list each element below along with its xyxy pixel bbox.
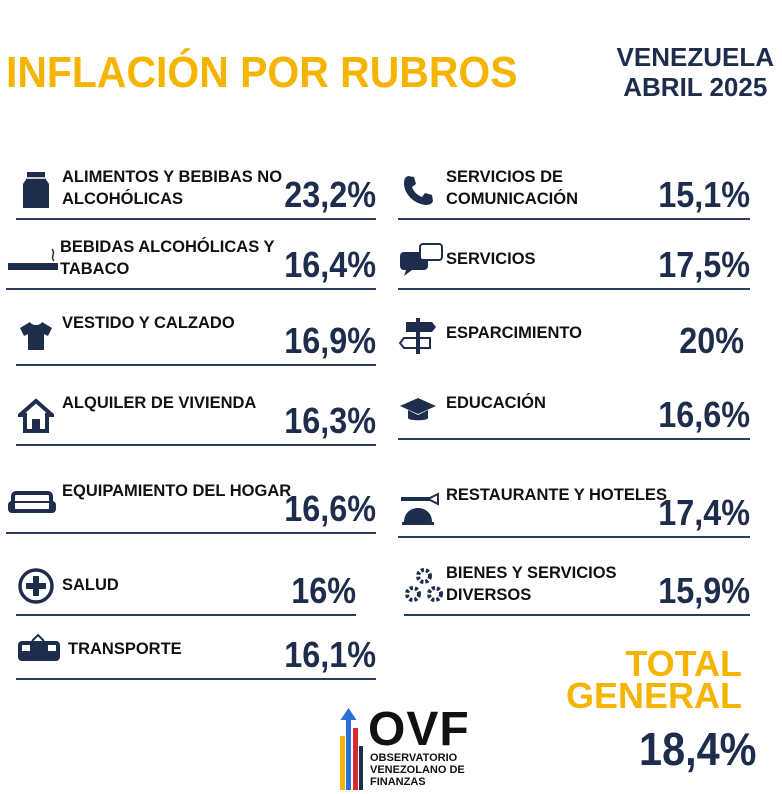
- category-label: ALQUILER DE VIVIENDA: [62, 394, 257, 412]
- phone-icon: [398, 170, 438, 210]
- category-row-housing: ALQUILER DE VIVIENDA 16,3%: [16, 382, 376, 446]
- logo-arrows-icon: [340, 708, 363, 790]
- total-label-line1: TOTAL: [625, 643, 742, 684]
- category-label: RESTAURANTE Y HOTELES: [446, 486, 667, 504]
- category-row-transport: TRANSPORTE 16,1%: [16, 616, 376, 680]
- category-label: TRANSPORTE: [68, 640, 182, 658]
- category-label: BEBIDAS ALCOHÓLICAS Y TABACO: [60, 238, 275, 278]
- logo-line2: VENEZOLANO DE: [370, 764, 465, 776]
- category-value: 15,1%: [658, 174, 750, 215]
- divider: [6, 288, 376, 290]
- category-label: SALUD: [62, 576, 119, 594]
- divider: [16, 218, 376, 220]
- category-label: SERVICIOS DE COMUNICACIÓN: [446, 168, 578, 208]
- logo-name: OVF: [368, 703, 470, 756]
- divider: [16, 444, 376, 446]
- category-row-communication: SERVICIOS DE COMUNICACIÓN 15,1%: [398, 156, 750, 220]
- category-value: 17,4%: [658, 492, 750, 533]
- divider: [16, 678, 376, 680]
- category-row-health: SALUD 16%: [16, 552, 356, 616]
- category-label: EDUCACIÓN: [446, 394, 546, 412]
- graduation-cap-icon: [398, 390, 438, 430]
- divider: [398, 438, 750, 440]
- logo-line1: OBSERVATORIO: [370, 752, 458, 764]
- period-label: ABRIL 2025: [623, 72, 768, 102]
- country-period: VENEZUELA ABRIL 2025: [617, 42, 774, 102]
- service-bell-icon: [398, 488, 444, 528]
- category-row-education: EDUCACIÓN 16,6%: [398, 376, 750, 440]
- divider: [404, 614, 750, 616]
- category-value: 16,6%: [658, 394, 750, 435]
- category-value: 15,9%: [658, 570, 750, 611]
- category-row-miscellaneous: BIENES Y SERVICIOS DIVERSOS 15,9%: [404, 552, 750, 616]
- category-value: 16,3%: [284, 400, 376, 441]
- page-title: INFLACIÓN POR RUBROS: [6, 48, 518, 97]
- category-value: 16,6%: [284, 488, 376, 529]
- total-label-line2: GENERAL: [565, 675, 742, 716]
- ovf-logo: OVF OBSERVATORIO VENEZOLANO DE FINANZAS: [336, 703, 486, 790]
- divider: [398, 288, 750, 290]
- category-value: 16,9%: [284, 320, 376, 361]
- category-row-clothing: VESTIDO Y CALZADO 16,9%: [16, 302, 376, 366]
- chat-bubbles-icon: [398, 240, 444, 280]
- category-row-recreation: ESPARCIMIENTO 20%: [398, 302, 750, 366]
- divider: [6, 532, 376, 534]
- signpost-icon: [398, 316, 438, 356]
- category-row-alcohol: BEBIDAS ALCOHÓLICAS Y TABACO 16,4%: [6, 226, 376, 290]
- category-row-food: ALIMENTOS Y BEBIBAS NO ALCOHÓLICAS 23,2%: [16, 156, 376, 220]
- category-row-services: SERVICIOS 17,5%: [398, 226, 750, 290]
- total-label: TOTAL GENERAL: [565, 643, 742, 716]
- divider: [398, 536, 750, 538]
- category-label: ESPARCIMIENTO: [446, 324, 582, 342]
- house-icon: [16, 396, 56, 436]
- divider: [16, 614, 356, 616]
- category-label: VESTIDO Y CALZADO: [62, 314, 235, 332]
- category-value: 16,4%: [284, 244, 376, 285]
- shirt-icon: [16, 316, 56, 356]
- divider: [16, 364, 376, 366]
- gears-icon: [404, 566, 444, 606]
- bus-icon: [16, 630, 62, 670]
- category-value: 16,1%: [284, 634, 376, 675]
- category-row-restaurants: RESTAURANTE Y HOTELES 17,4%: [398, 474, 750, 538]
- logo-line3: FINANZAS: [370, 776, 426, 788]
- category-value: 20%: [679, 320, 744, 361]
- category-label: SERVICIOS: [446, 250, 536, 268]
- cigarette-icon: [8, 240, 60, 280]
- category-value: 17,5%: [658, 244, 750, 285]
- category-row-household: EQUIPAMIENTO DEL HOGAR 16,6%: [6, 470, 376, 534]
- category-label: ALIMENTOS Y BEBIBAS NO ALCOHÓLICAS: [62, 168, 283, 208]
- category-label: EQUIPAMIENTO DEL HOGAR: [62, 482, 292, 500]
- divider: [398, 218, 750, 220]
- country-label: VENEZUELA: [616, 42, 774, 72]
- category-label: BIENES Y SERVICIOS DIVERSOS: [446, 564, 617, 604]
- category-value: 23,2%: [284, 174, 376, 215]
- logo-subtitle: OBSERVATORIO VENEZOLANO DE FINANZAS: [370, 752, 490, 788]
- medical-cross-icon: [16, 566, 56, 606]
- sofa-icon: [6, 484, 58, 524]
- milk-carton-icon: [16, 170, 56, 210]
- total-value: 18,4%: [638, 723, 756, 775]
- category-value: 16%: [291, 570, 356, 611]
